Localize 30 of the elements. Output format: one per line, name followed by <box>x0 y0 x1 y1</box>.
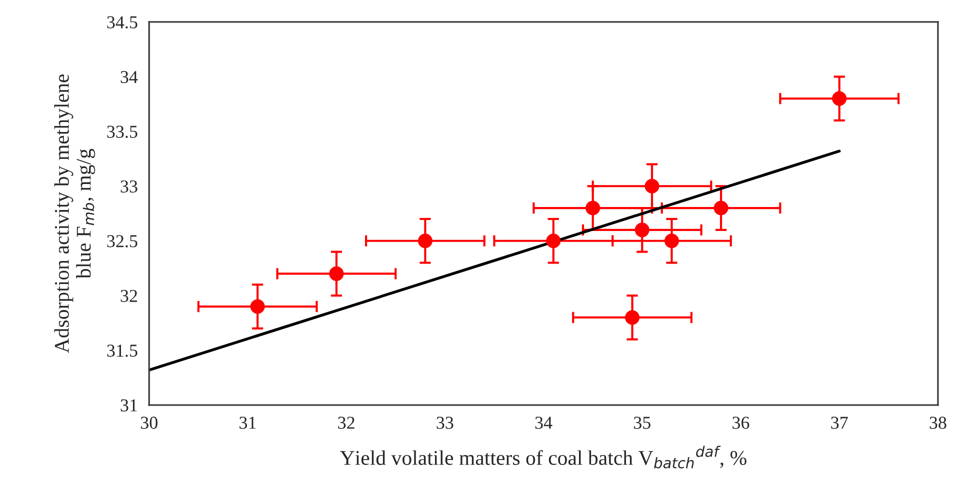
point <box>418 234 432 248</box>
y-tick-label: 34.5 <box>107 16 138 28</box>
point <box>586 200 600 216</box>
x-tick-label: 32 <box>338 416 354 429</box>
x-tick-label: 36 <box>732 416 750 429</box>
point <box>546 234 561 248</box>
y-tick-label: 33.5 <box>107 126 138 138</box>
x-tick-label: 30 <box>140 416 158 429</box>
point <box>624 310 640 325</box>
y-tick-label: 33 <box>120 180 138 193</box>
point <box>329 266 344 281</box>
point <box>832 91 847 106</box>
x-tick-label: 37 <box>831 416 848 429</box>
point <box>664 234 679 248</box>
x-tick-label: 34 <box>535 416 552 429</box>
y-tick-label: 34 <box>120 70 138 84</box>
x-tick-label: 35 <box>634 416 650 429</box>
x-tick-label: 31 <box>240 416 256 429</box>
y-axis-title: Adsorption activity by methylene blue F$_{mb}$, mg/g <box>54 74 96 354</box>
y-tick-label: 31.5 <box>107 344 138 357</box>
y-tick-label: 32 <box>120 290 138 302</box>
x-tick-label: 33 <box>436 416 454 429</box>
point <box>634 222 650 238</box>
y-tick-label: 32.5 <box>107 235 138 248</box>
x-tick-label: 38 <box>930 416 946 429</box>
point <box>644 178 660 194</box>
y-tick-label: 31 <box>120 399 137 412</box>
x-axis-title: Yield volatile matters of coal batch V$_{batch}$$^{daf}$, % <box>340 446 746 468</box>
point <box>250 299 265 314</box>
point <box>714 200 728 216</box>
